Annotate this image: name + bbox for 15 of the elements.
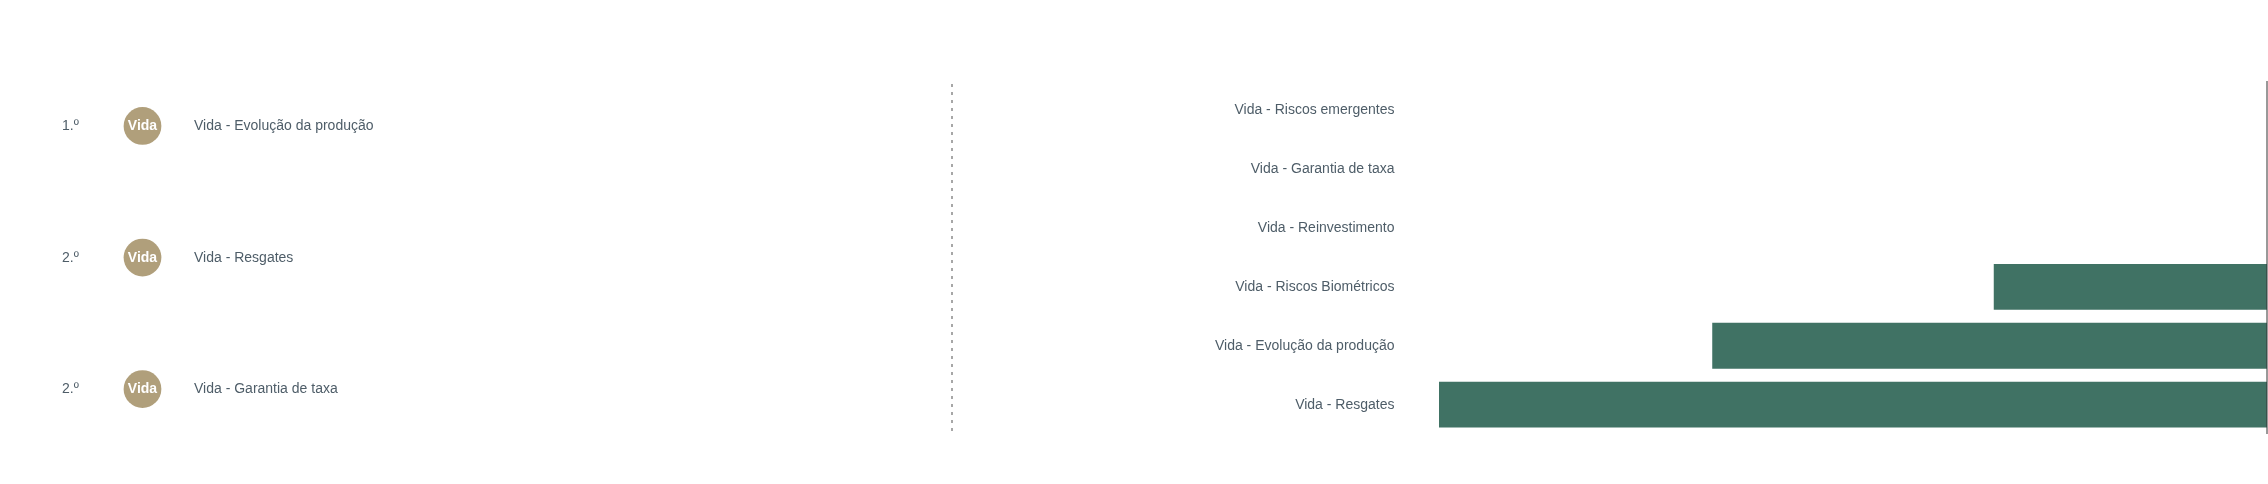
text: Vida - Evolução da produção — [194, 116, 374, 133]
text: Vida — [127, 380, 158, 397]
text: 2.º — [62, 248, 79, 265]
text: Vida - Resgates — [194, 248, 294, 265]
text: 1.º — [62, 116, 79, 133]
y-tick-label: Vida - Evolução da produção — [1214, 336, 1395, 353]
text: Vida - Garantia de taxa — [194, 380, 338, 397]
text: Vida — [127, 116, 158, 133]
y-tick-label: Vida - Resgates — [1295, 395, 1395, 412]
y-tick-label: Vida - Riscos Biométricos — [1235, 277, 1395, 294]
text: 2.º — [62, 380, 79, 397]
y-tick-label: Vida - Riscos emergentes — [1234, 101, 1395, 118]
y-tick-label: Vida - Garantia de taxa — [1250, 160, 1395, 177]
y-tick-label: Vida - Reinvestimento — [1257, 219, 1395, 236]
text: Vida — [127, 248, 158, 265]
